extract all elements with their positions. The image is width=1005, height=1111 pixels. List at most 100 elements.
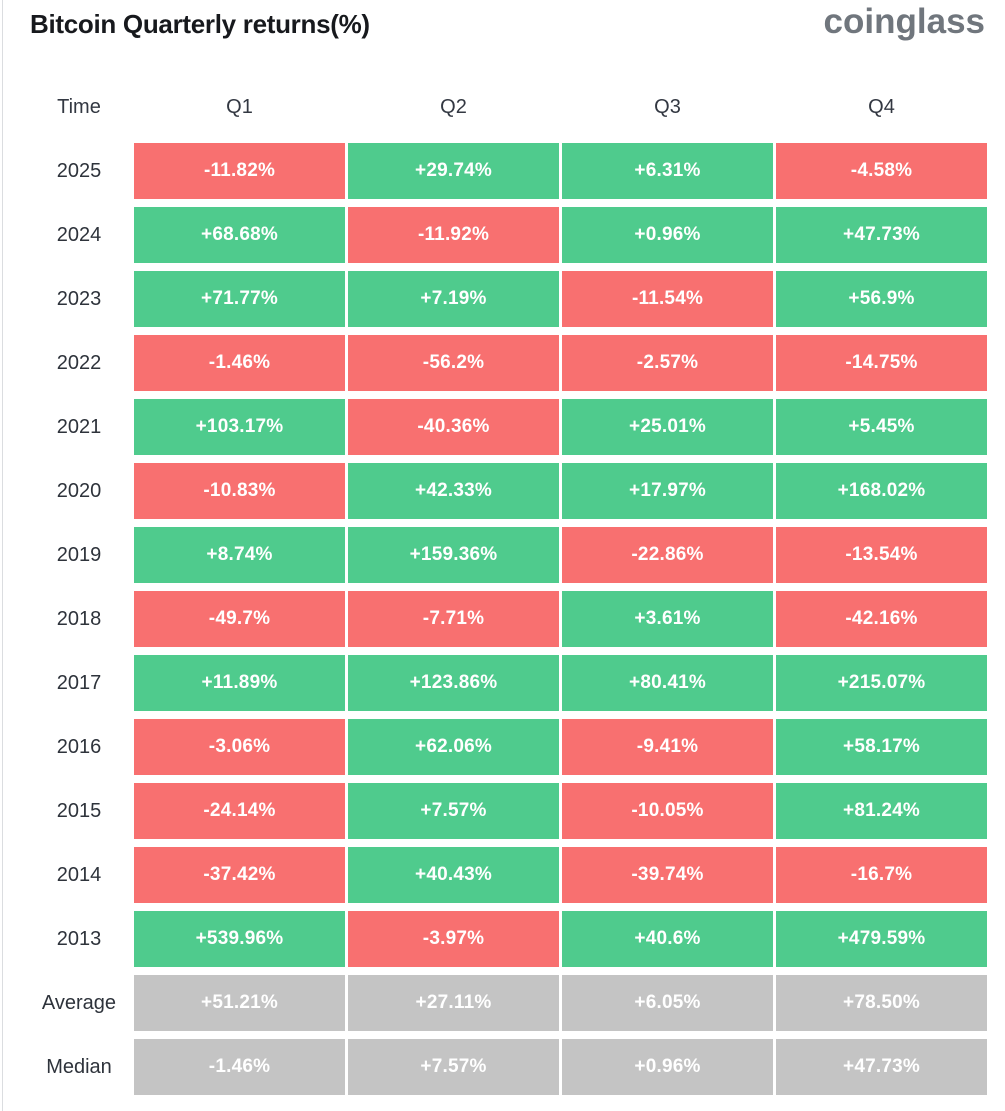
return-cell: +29.74% [348, 143, 559, 199]
return-cell: +5.45% [776, 399, 987, 455]
row-label: 2018 [56, 607, 102, 630]
return-cell: +8.74% [134, 527, 345, 583]
column-header-q3: Q3 [654, 95, 681, 118]
return-cell: +56.9% [776, 271, 987, 327]
row-label: 2019 [56, 543, 102, 566]
return-cell: +42.33% [348, 463, 559, 519]
return-cell: -3.06% [134, 719, 345, 775]
return-cell: +40.6% [562, 911, 773, 967]
table-row: 2025 -11.82% +29.74% +6.31% -4.58% [0, 143, 987, 199]
return-cell: +7.57% [348, 783, 559, 839]
column-header-time: Time [57, 95, 101, 118]
row-label: 2023 [56, 287, 102, 310]
return-cell: +6.05% [562, 975, 773, 1031]
return-cell: +58.17% [776, 719, 987, 775]
return-cell: +47.73% [776, 207, 987, 263]
row-label: 2014 [56, 863, 102, 886]
return-cell: +80.41% [562, 655, 773, 711]
return-cell: +78.50% [776, 975, 987, 1031]
return-cell: +3.61% [562, 591, 773, 647]
table-row: 2018 -49.7% -7.71% +3.61% -42.16% [0, 591, 987, 647]
row-label: 2022 [56, 351, 102, 374]
return-cell: +40.43% [348, 847, 559, 903]
row-label: 2025 [56, 159, 102, 182]
row-label: 2015 [56, 799, 102, 822]
return-cell: -11.92% [348, 207, 559, 263]
table-row: 2017 +11.89% +123.86% +80.41% +215.07% [0, 655, 987, 711]
return-cell: -22.86% [562, 527, 773, 583]
row-label: 2024 [56, 223, 102, 246]
return-cell: +11.89% [134, 655, 345, 711]
return-cell: +81.24% [776, 783, 987, 839]
return-cell: -16.7% [776, 847, 987, 903]
return-cell: +25.01% [562, 399, 773, 455]
return-cell: -3.97% [348, 911, 559, 967]
return-cell: -1.46% [134, 335, 345, 391]
return-cell: -9.41% [562, 719, 773, 775]
return-cell: +0.96% [562, 1039, 773, 1095]
table-row: 2021 +103.17% -40.36% +25.01% +5.45% [0, 399, 987, 455]
return-cell: -49.7% [134, 591, 345, 647]
table-row: 2015 -24.14% +7.57% -10.05% +81.24% [0, 783, 987, 839]
column-header-q2: Q2 [440, 95, 467, 118]
table-row: 2016 -3.06% +62.06% -9.41% +58.17% [0, 719, 987, 775]
table-row: 2013 +539.96% -3.97% +40.6% +479.59% [0, 911, 987, 967]
row-label: Median [46, 1055, 112, 1078]
return-cell: -39.74% [562, 847, 773, 903]
coinglass-logo: coinglass [823, 2, 985, 41]
left-edge-divider [2, 0, 3, 1111]
return-cell: +27.11% [348, 975, 559, 1031]
return-cell: -2.57% [562, 335, 773, 391]
return-cell: +539.96% [134, 911, 345, 967]
return-cell: +51.21% [134, 975, 345, 1031]
row-label: Average [41, 991, 117, 1014]
return-cell: -40.36% [348, 399, 559, 455]
return-cell: +6.31% [562, 143, 773, 199]
row-label: 2020 [56, 479, 102, 502]
return-cell: +123.86% [348, 655, 559, 711]
return-cell: -13.54% [776, 527, 987, 583]
page-title: Bitcoin Quarterly returns(%) [30, 9, 370, 39]
return-cell: +62.06% [348, 719, 559, 775]
return-cell: +168.02% [776, 463, 987, 519]
return-cell: +479.59% [776, 911, 987, 967]
return-cell: -10.83% [134, 463, 345, 519]
row-label: 2013 [56, 927, 102, 950]
return-cell: +17.97% [562, 463, 773, 519]
table-row: Average +51.21% +27.11% +6.05% +78.50% [0, 975, 987, 1031]
column-header-q1: Q1 [226, 95, 253, 118]
column-header-q4: Q4 [868, 95, 895, 118]
table-row: 2024 +68.68% -11.92% +0.96% +47.73% [0, 207, 987, 263]
table-body: 2025 -11.82% +29.74% +6.31% -4.58% 2024 … [0, 143, 987, 1103]
return-cell: -37.42% [134, 847, 345, 903]
row-label: 2016 [56, 735, 102, 758]
column-header-row: Time Q1 Q2 Q3 Q4 [0, 92, 987, 122]
return-cell: -11.54% [562, 271, 773, 327]
table-row: 2020 -10.83% +42.33% +17.97% +168.02% [0, 463, 987, 519]
return-cell: -11.82% [134, 143, 345, 199]
return-cell: -7.71% [348, 591, 559, 647]
row-label: 2017 [56, 671, 102, 694]
return-cell: -4.58% [776, 143, 987, 199]
return-cell: -1.46% [134, 1039, 345, 1095]
return-cell: -14.75% [776, 335, 987, 391]
return-cell: +71.77% [134, 271, 345, 327]
return-cell: +7.57% [348, 1039, 559, 1095]
table-row: 2014 -37.42% +40.43% -39.74% -16.7% [0, 847, 987, 903]
return-cell: -24.14% [134, 783, 345, 839]
return-cell: +7.19% [348, 271, 559, 327]
return-cell: +215.07% [776, 655, 987, 711]
return-cell: -10.05% [562, 783, 773, 839]
row-label: 2021 [56, 415, 102, 438]
return-cell: +47.73% [776, 1039, 987, 1095]
table-row: 2019 +8.74% +159.36% -22.86% -13.54% [0, 527, 987, 583]
return-cell: +68.68% [134, 207, 345, 263]
return-cell: -56.2% [348, 335, 559, 391]
return-cell: +103.17% [134, 399, 345, 455]
return-cell: +159.36% [348, 527, 559, 583]
table-row: 2023 +71.77% +7.19% -11.54% +56.9% [0, 271, 987, 327]
table-row: 2022 -1.46% -56.2% -2.57% -14.75% [0, 335, 987, 391]
table-row: Median -1.46% +7.57% +0.96% +47.73% [0, 1039, 987, 1095]
return-cell: -42.16% [776, 591, 987, 647]
